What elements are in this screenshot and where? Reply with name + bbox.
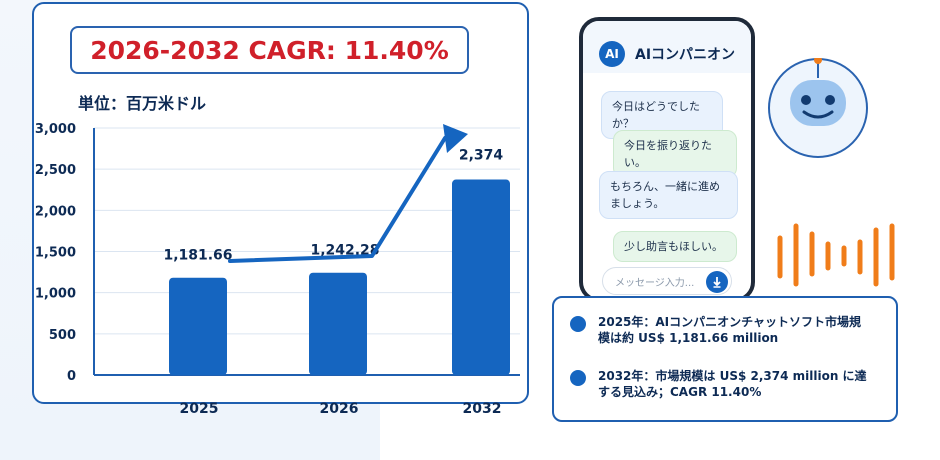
unit-label: 単位：百万米ドル (78, 94, 207, 113)
trend-line (228, 136, 447, 263)
bar-2032 (452, 179, 510, 375)
chart-title: 2026-2032 CAGR: 11.40% (70, 26, 469, 74)
summary-2032: 2032年：市場規模は US$ 2,374 million に達する見込み；CA… (598, 369, 867, 399)
y-tick-label: 2,500 (35, 163, 76, 178)
robot-face-icon (768, 58, 868, 158)
chat-message-ai: もちろん、一緒に進めましょう。 (599, 171, 738, 219)
y-tick-label: 1,500 (35, 246, 76, 261)
y-tick-label: 1,000 (35, 287, 76, 302)
data-label: 2,374 (459, 148, 504, 164)
x-tick-label: 2032 (463, 401, 502, 417)
y-tick-label: 0 (67, 369, 76, 384)
bullet-dot (570, 316, 586, 332)
arrow-down-icon[interactable] (706, 271, 728, 293)
x-tick-label: 2025 (180, 401, 219, 417)
y-tick-label: 3,000 (35, 122, 76, 137)
chat-title: AIコンパニオン (635, 47, 736, 63)
bar-2026 (309, 272, 367, 375)
chat-message-user: 少し助言もほしい。 (613, 231, 737, 262)
message-input-placeholder: メッセージ入力... (615, 278, 695, 289)
trend-arrow-head (443, 124, 468, 153)
y-tick-label: 2,000 (35, 204, 76, 219)
y-tick-label: 500 (49, 328, 76, 343)
x-tick-label: 2026 (320, 401, 359, 417)
soundwave-icon (777, 223, 895, 287)
chat-message-user: 今日を振り返りたい。 (613, 130, 737, 178)
bullet-dot (570, 370, 586, 386)
ai-avatar: AI (599, 41, 625, 67)
summary-2025: 2025年：AIコンパニオンチャットソフト市場規模は約 US$ 1,181.66… (598, 315, 862, 345)
data-label: 1,181.66 (163, 248, 232, 264)
summary-card (552, 296, 898, 422)
phone-mockup: AI AIコンパニオン 今日はどうでしたか？ 今日を振り返りたい。 もちろん、一… (579, 17, 755, 302)
bar-2025 (169, 277, 227, 375)
